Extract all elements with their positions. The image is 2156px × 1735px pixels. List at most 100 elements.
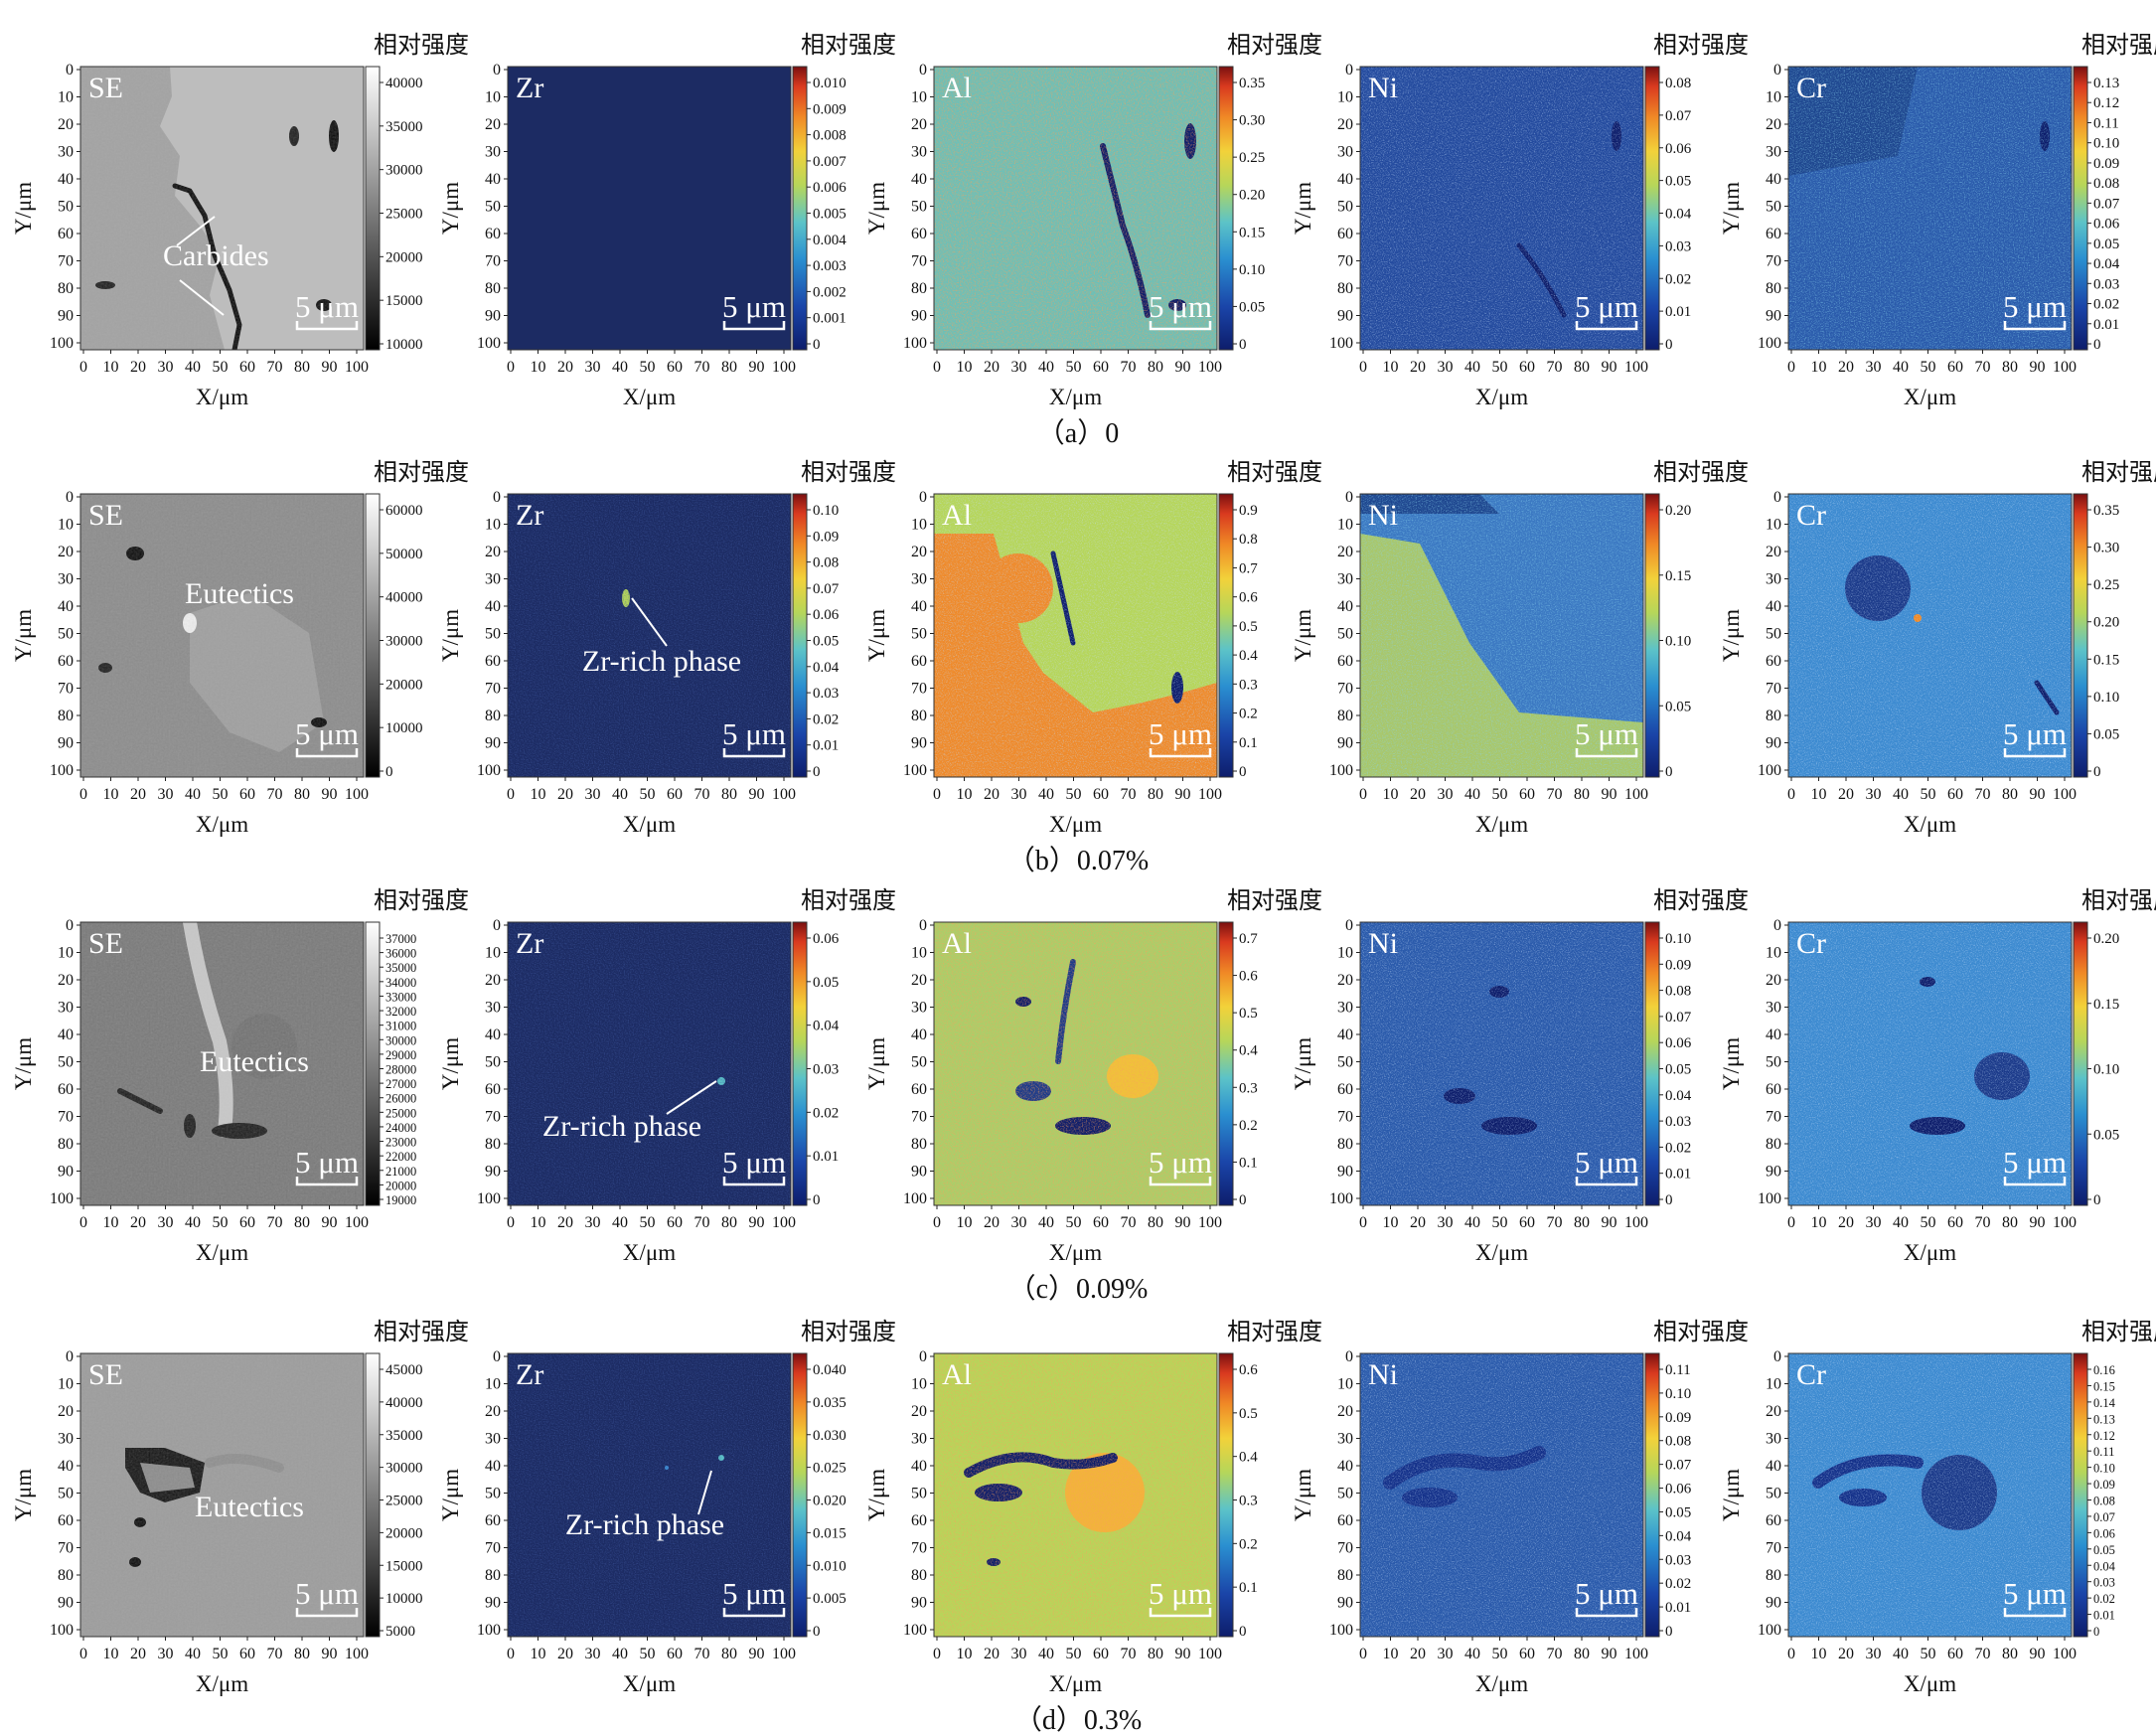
x-tick-label: 40 <box>185 359 201 376</box>
colorbar-tick-label: 0.06 <box>2093 1526 2115 1540</box>
x-tick-label: 90 <box>749 786 765 803</box>
x-tick-label: 90 <box>1602 1646 1617 1662</box>
colorbar-tick-label: 36000 <box>385 947 416 961</box>
colorbar-tick-label: 0.05 <box>1239 299 1265 315</box>
map-frame <box>933 66 1218 351</box>
colorbar-tick-label: 0.09 <box>1665 957 1691 973</box>
y-tick-label: 30 <box>1337 1000 1353 1017</box>
colorbar: 0.35 0.30 0.25 0.20 0.15 0.10 0.05 0 相对强度 <box>1218 32 1322 353</box>
x-tick-label: 100 <box>1198 1214 1222 1231</box>
colorbar-tick-label: 0.006 <box>813 180 847 196</box>
colorbar-title: 相对强度 <box>374 32 469 59</box>
y-tick-label: 90 <box>58 1595 74 1612</box>
annotation: Eutectics <box>195 1491 304 1523</box>
y-tick-label: 80 <box>485 1567 501 1584</box>
y-axis-label: Y/μm <box>1291 182 1315 235</box>
x-tick-label: 20 <box>1838 786 1854 803</box>
x-tick-label: 60 <box>1093 1646 1109 1662</box>
x-tick-label: 30 <box>1866 786 1882 803</box>
colorbar-title: 相对强度 <box>1653 32 1749 59</box>
colorbar: 0.08 0.07 0.06 0.05 0.04 0.03 0.02 0.01 0 相对强度 <box>1644 32 1749 353</box>
colorbar-tick-label: 34000 <box>385 976 416 990</box>
colorbar-tick-label: 0.10 <box>1239 262 1265 278</box>
y-tick-label: 80 <box>485 1136 501 1153</box>
x-tick-label: 30 <box>1011 1646 1027 1662</box>
y-tick-label: 40 <box>1337 1458 1353 1475</box>
y-tick-label: 40 <box>911 1458 927 1475</box>
y-tick-label: 30 <box>1766 1000 1781 1017</box>
colorbar-tick-label: 29000 <box>385 1048 416 1062</box>
colorbar-tick-label: 20000 <box>385 1525 423 1541</box>
colorbar-title: 相对强度 <box>2081 1319 2156 1345</box>
map-image <box>508 922 791 1205</box>
colorbar-tick-label: 0.2 <box>1239 707 1258 722</box>
colorbar-tick-label: 0.7 <box>1239 560 1258 576</box>
x-tick-label: 80 <box>294 1214 310 1231</box>
x-tick-label: 40 <box>1464 1214 1480 1231</box>
colorbar-tick-label: 0.5 <box>1239 1006 1258 1022</box>
y-tick-label: 50 <box>1337 1054 1353 1071</box>
x-tick-label: 70 <box>1121 359 1137 376</box>
x-tick-label: 50 <box>1921 1214 1936 1231</box>
y-tick-label: 40 <box>911 171 927 188</box>
x-tick-label: 30 <box>1011 786 1027 803</box>
colorbar-tick-label: 0.02 <box>2093 297 2119 313</box>
y-tick-label: 90 <box>1337 735 1353 752</box>
colorbar-tick-label: 21000 <box>385 1165 416 1179</box>
x-tick-label: 100 <box>1624 1646 1648 1662</box>
map-panel: SE 5 μm 0 0 10 10 20 20 30 30 40 40 50 50 60 60 70 70 80 80… <box>11 1319 469 1696</box>
y-axis-label: Y/μm <box>1719 609 1744 662</box>
y-tick-label: 90 <box>911 1164 927 1181</box>
annotation-label: Eutectics <box>200 1045 309 1078</box>
annotation: Eutectics <box>200 1045 309 1078</box>
scale-bar <box>1149 1608 1212 1618</box>
panel-label: SE <box>88 1358 123 1391</box>
x-tick-label: 0 <box>507 786 515 803</box>
annotation: Zr-rich phase <box>582 597 741 678</box>
map-panel: Zr 5 μm 0 0 10 10 20 20 30 30 40 40 50 50 60 60 70 70 80 80… <box>438 459 896 837</box>
map-noise <box>80 922 364 1205</box>
colorbar-title: 相对强度 <box>1653 887 1749 914</box>
y-tick-label: 90 <box>1337 308 1353 325</box>
colorbar-tick-label: 40000 <box>385 590 423 606</box>
x-tick-label: 10 <box>1383 359 1399 376</box>
y-tick-label: 10 <box>1766 517 1781 534</box>
colorbar-tick-label: 60000 <box>385 503 423 519</box>
y-tick-label: 100 <box>903 335 927 352</box>
y-tick-label: 90 <box>911 735 927 752</box>
colorbar-gradient <box>792 921 808 1206</box>
scale-bar <box>2003 321 2067 331</box>
x-tick-label: 50 <box>640 359 656 376</box>
y-tick-label: 50 <box>485 1054 501 1071</box>
colorbar-tick-label: 28000 <box>385 1063 416 1077</box>
y-tick-label: 70 <box>911 1109 927 1126</box>
y-tick-label: 50 <box>1766 626 1781 643</box>
y-tick-label: 60 <box>1766 653 1781 670</box>
y-tick-label: 90 <box>58 735 74 752</box>
y-tick-label: 0 <box>493 489 501 506</box>
colorbar-tick-label: 0.35 <box>1239 76 1265 91</box>
y-tick-label: 30 <box>911 1000 927 1017</box>
x-tick-label: 80 <box>1148 786 1163 803</box>
colorbar-tick-label: 0.08 <box>2093 1495 2115 1508</box>
x-tick-label: 70 <box>267 1214 283 1231</box>
colorbar-tick-label: 0 <box>1665 764 1673 780</box>
scale-bar-label: 5 μm <box>2003 1145 2067 1180</box>
scale-bar-label: 5 μm <box>2003 1576 2067 1611</box>
y-tick-label: 80 <box>1766 280 1781 297</box>
y-tick-label: 10 <box>1766 89 1781 106</box>
colorbar-tick-label: 0.3 <box>1239 677 1258 693</box>
map-panel: Ni 5 μm 0 0 10 10 20 20 30 30 40 40 50 50 60 60 70 70 80 80… <box>1291 459 1749 837</box>
y-tick-label: 20 <box>911 116 927 133</box>
y-tick-label: 90 <box>1337 1164 1353 1181</box>
colorbar-gradient <box>2073 1352 2088 1638</box>
y-tick-label: 80 <box>58 1567 74 1584</box>
colorbar-tick-label: 0.04 <box>1665 1088 1692 1104</box>
colorbar-tick-label: 0.6 <box>1239 1362 1258 1378</box>
x-tick-label: 100 <box>2053 786 2077 803</box>
x-tick-label: 20 <box>1410 1214 1426 1231</box>
colorbar-tick-label: 0.06 <box>1665 1035 1692 1051</box>
colorbar-tick-label: 0.03 <box>813 686 839 702</box>
colorbar-tick-label: 0.08 <box>813 555 839 571</box>
annotation-leader <box>179 279 225 316</box>
